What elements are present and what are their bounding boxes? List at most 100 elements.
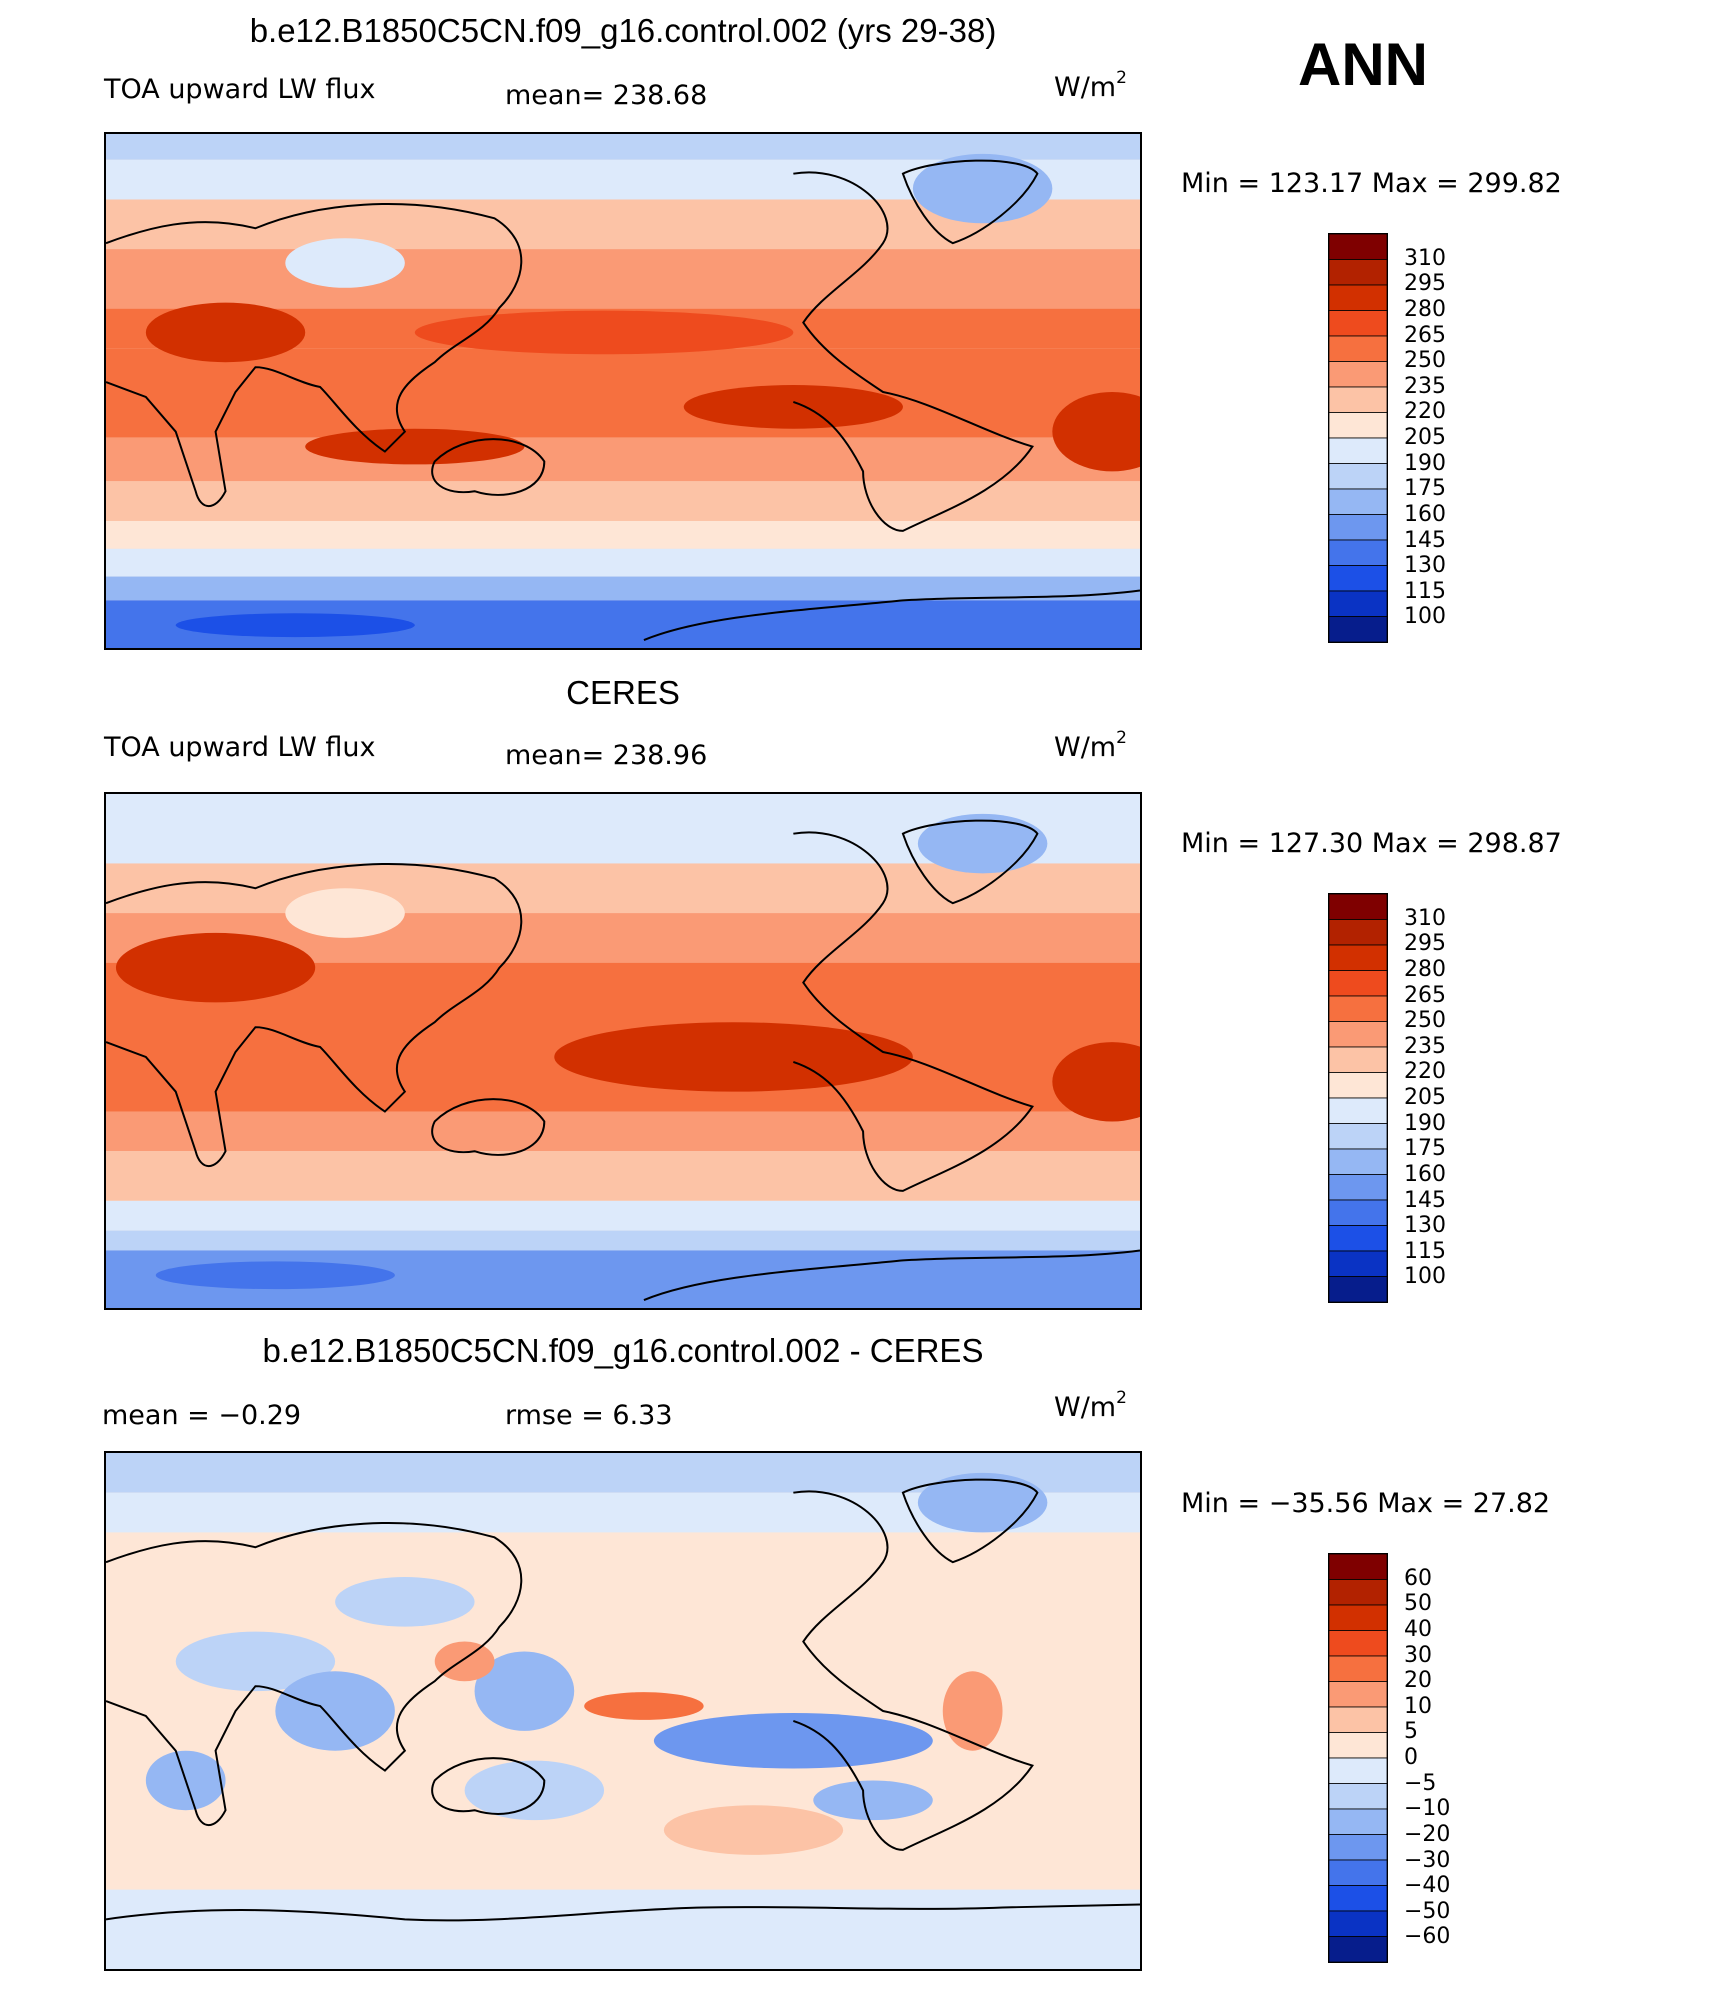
colorbar-box (1329, 1808, 1387, 1835)
colorbar-tick-label: 295 (1404, 271, 1446, 297)
colorbar-tick-label: 100 (1404, 1264, 1446, 1290)
panel-model-map (104, 132, 1142, 650)
colorbar-box (1329, 1859, 1387, 1886)
colorbar-tick-label: 190 (1404, 450, 1446, 476)
panel-obs-colorbar (1328, 893, 1388, 1303)
colorbar-tick-label: 265 (1404, 322, 1446, 348)
colorbar-box (1329, 1732, 1387, 1759)
panel-obs-mean-label: mean= 238.96 (505, 740, 708, 771)
panel-diff-map (104, 1451, 1142, 1971)
colorbar-box (1329, 590, 1387, 617)
colorbar-tick-label: −30 (1404, 1847, 1451, 1873)
colorbar-tick-label: 115 (1404, 1238, 1446, 1264)
colorbar-box (1329, 463, 1387, 490)
colorbar-tick-label: 5 (1404, 1719, 1418, 1745)
colorbar-box (1329, 284, 1387, 311)
panel-diff-title: b.e12.B1850C5CN.f09_g16.control.002 - CE… (262, 1332, 984, 1369)
panel-model-variable-label: TOA upward LW flux (104, 74, 376, 105)
colorbar-tick-label: 205 (1404, 425, 1446, 450)
colorbar-box (1329, 1554, 1387, 1580)
colorbar-box (1329, 539, 1387, 566)
colorbar-tick-label: 40 (1404, 1616, 1432, 1642)
colorbar-box (1329, 1046, 1387, 1073)
colorbar-box (1329, 437, 1387, 464)
colorbar-tick-label: 175 (1404, 1136, 1446, 1162)
colorbar-tick-label: −5 (1404, 1770, 1437, 1796)
colorbar-box (1329, 1021, 1387, 1048)
colorbar-tick-label: 130 (1404, 1213, 1446, 1239)
panel-diff-units: W/m2 (1054, 1388, 1127, 1423)
panel-diff-minmax: Min = −35.56 Max = 27.82 (1181, 1488, 1551, 1519)
colorbar-tick-label: −20 (1404, 1821, 1451, 1847)
colorbar-tick-label: 265 (1404, 982, 1446, 1008)
panel-model-colorbar (1328, 233, 1388, 643)
colorbar-tick-label: 280 (1404, 956, 1446, 982)
panel-diff-rmse-label: rmse = 6.33 (505, 1400, 673, 1431)
panel-obs-units: W/m2 (1054, 728, 1127, 763)
colorbar-box (1329, 1276, 1387, 1302)
colorbar-tick-label: 205 (1404, 1085, 1446, 1110)
colorbar-tick-label: 235 (1404, 373, 1446, 399)
colorbar-box (1329, 1757, 1387, 1784)
colorbar-tick-label: 235 (1404, 1033, 1446, 1059)
colorbar-box (1329, 995, 1387, 1022)
colorbar-box (1329, 565, 1387, 592)
colorbar-tick-label: 160 (1404, 501, 1446, 527)
colorbar-tick-label: 250 (1404, 348, 1446, 374)
colorbar-tick-label: 220 (1404, 399, 1446, 425)
panel-model-title: b.e12.B1850C5CN.f09_g16.control.002 (yrs… (249, 12, 997, 49)
colorbar-tick-label: 310 (1404, 905, 1446, 931)
panel-obs-minmax: Min = 127.30 Max = 298.87 (1181, 828, 1562, 859)
colorbar-tick-label: 145 (1404, 1187, 1446, 1213)
colorbar-box (1329, 1681, 1387, 1708)
colorbar-box (1329, 1199, 1387, 1226)
colorbar-tick-label: 160 (1404, 1161, 1446, 1187)
colorbar-tick-label: 220 (1404, 1059, 1446, 1085)
panel-diff-contour-field (106, 1453, 1140, 1969)
panel-diff-mean-label: mean = −0.29 (102, 1400, 302, 1431)
colorbar-box (1329, 1123, 1387, 1150)
colorbar-tick-label: 280 (1404, 296, 1446, 322)
colorbar-tick-label: 145 (1404, 527, 1446, 553)
colorbar-box (1329, 234, 1387, 260)
panel-obs-contour-field (106, 794, 1140, 1308)
colorbar-tick-label: 60 (1404, 1565, 1432, 1591)
colorbar-tick-label: 115 (1404, 578, 1446, 604)
colorbar-box (1329, 386, 1387, 413)
colorbar-box (1329, 1604, 1387, 1631)
colorbar-box (1329, 1225, 1387, 1252)
colorbar-tick-label: −60 (1404, 1924, 1451, 1950)
season-label: ANN (1298, 31, 1428, 98)
panel-obs-map (104, 792, 1142, 1310)
colorbar-box (1329, 1936, 1387, 1962)
colorbar-box (1329, 1655, 1387, 1682)
colorbar-box (1329, 1097, 1387, 1124)
colorbar-box (1329, 412, 1387, 439)
panel-obs-variable-label: TOA upward LW flux (104, 732, 376, 763)
colorbar-tick-label: 175 (1404, 476, 1446, 502)
colorbar-box (1329, 970, 1387, 997)
colorbar-tick-label: 50 (1404, 1591, 1432, 1617)
colorbar-box (1329, 919, 1387, 946)
colorbar-box (1329, 1834, 1387, 1861)
colorbar-tick-label: −10 (1404, 1796, 1451, 1822)
colorbar-tick-label: −50 (1404, 1898, 1451, 1924)
colorbar-box (1329, 361, 1387, 388)
colorbar-box (1329, 1148, 1387, 1175)
panel-model-units: W/m2 (1054, 68, 1127, 103)
colorbar-tick-label: 310 (1404, 245, 1446, 271)
panel-diff-colorbar (1328, 1553, 1388, 1963)
panel-model-minmax: Min = 123.17 Max = 299.82 (1181, 168, 1562, 199)
colorbar-box (1329, 1174, 1387, 1201)
colorbar-box (1329, 616, 1387, 642)
colorbar-box (1329, 488, 1387, 515)
colorbar-box (1329, 1910, 1387, 1937)
colorbar-box (1329, 1072, 1387, 1099)
colorbar-box (1329, 259, 1387, 286)
colorbar-box (1329, 894, 1387, 920)
colorbar-tick-label: 250 (1404, 1008, 1446, 1034)
colorbar-tick-label: −40 (1404, 1873, 1451, 1899)
colorbar-tick-label: 295 (1404, 931, 1446, 957)
panel-model-contour-field (106, 134, 1140, 648)
colorbar-tick-label: 20 (1404, 1668, 1432, 1694)
